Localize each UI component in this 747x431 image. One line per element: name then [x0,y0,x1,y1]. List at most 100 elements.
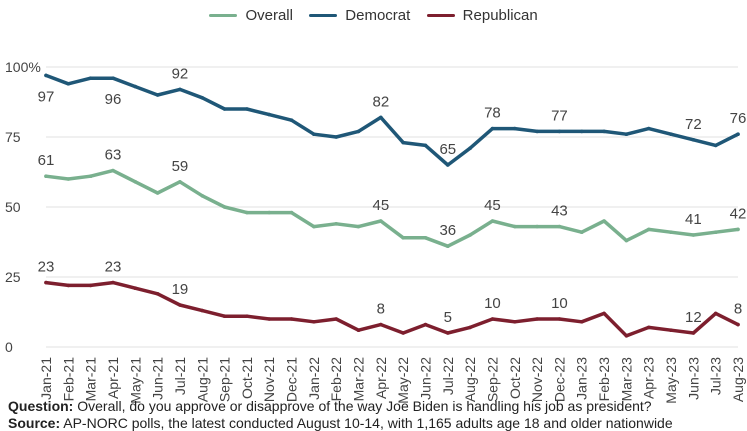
data-label-democrat: 96 [105,91,122,108]
data-point-overall [88,174,93,178]
legend-item-overall[interactable]: Overall [209,7,293,24]
data-point-democrat [267,112,272,117]
data-point-republican [713,311,718,316]
data-point-overall [178,180,182,184]
data-point-republican [423,322,428,327]
x-tick-label: Sep-22 [484,357,500,402]
x-tick-label: Jul-23 [708,357,724,395]
data-point-democrat [111,76,115,80]
source-note: Source: AP-NORC polls, the latest conduc… [8,415,673,431]
series-line-democrat[interactable] [44,73,740,167]
data-point-republican [356,328,361,333]
data-point-overall [468,233,472,237]
data-point-overall [691,233,696,237]
data-point-democrat [468,146,472,150]
x-tick-label: Feb-22 [328,357,344,402]
series-line-overall[interactable] [44,168,740,248]
data-label-overall: 43 [551,203,568,220]
data-point-overall [713,230,718,234]
data-label-democrat: 77 [551,107,568,124]
data-point-republican [557,317,562,321]
x-tick-label: Mar-22 [351,357,367,402]
x-tick-label: Jul-21 [172,357,188,395]
x-tick-label: Jun-21 [150,357,166,400]
data-point-republican [691,331,696,335]
data-point-republican [267,317,272,321]
data-point-overall [155,191,160,195]
data-point-republican [44,280,48,285]
data-point-republican [646,325,651,330]
x-tick-label: Jul-22 [440,357,456,395]
data-label-overall: 36 [439,222,456,239]
legend-item-democrat[interactable]: Democrat [309,7,410,24]
data-point-republican [490,317,495,321]
x-tick-label: Jun-23 [685,357,701,400]
x-tick-label: Oct-22 [507,357,523,399]
data-point-democrat [557,129,562,134]
data-point-republican [401,331,405,335]
data-label-republican: 10 [551,295,568,312]
data-label-overall: 61 [38,152,55,169]
data-point-democrat [245,107,249,111]
data-point-overall [736,227,740,232]
data-point-republican [624,334,629,338]
x-tick-label: Aug-23 [730,357,746,402]
data-point-democrat [512,126,517,131]
question-note: Question: Overall, do you approve or dis… [8,398,652,414]
data-label-democrat: 76 [730,110,747,127]
data-label-democrat: 97 [38,88,55,105]
legend-label-republican: Republican [462,6,538,24]
data-point-republican [88,283,93,288]
x-tick-label: May-22 [395,357,411,404]
question-text: Overall, do you approve or disapprove of… [73,398,652,414]
data-point-republican [669,328,673,333]
y-tick-label: 75 [5,129,21,145]
data-point-republican [312,320,316,324]
legend-label-overall: Overall [245,6,293,24]
data-label-republican: 8 [734,301,742,318]
data-point-overall [334,222,338,226]
data-label-republican: 23 [38,259,55,276]
data-point-overall [222,205,227,209]
source-label: Source: [8,415,61,431]
data-point-republican [379,322,383,327]
data-label-democrat: 82 [372,93,389,110]
legend-item-republican[interactable]: Republican [426,6,538,24]
data-point-overall [579,230,584,234]
data-point-overall [535,224,539,229]
data-point-overall [267,210,272,215]
data-point-republican [535,317,539,321]
data-point-republican [66,283,71,288]
data-label-republican: 8 [377,301,385,318]
y-axis-tick-labels: 0 25 50 75 100% [5,59,41,355]
data-point-republican [512,320,517,324]
data-point-overall [312,224,316,229]
x-tick-label: Apr-23 [641,357,657,399]
x-tick-label: May-21 [127,357,143,404]
data-point-overall [133,180,138,184]
data-point-democrat [490,126,495,131]
data-point-democrat [133,84,138,89]
data-point-democrat [602,129,606,134]
series-lines [44,73,740,338]
x-tick-label: Nov-22 [529,357,545,402]
data-label-overall: 59 [172,158,189,175]
x-tick-label: Nov-21 [261,357,277,402]
data-point-republican [602,311,606,316]
data-point-democrat [222,107,227,111]
data-point-overall [446,244,450,248]
data-point-democrat [44,73,48,78]
x-tick-label: Jan-21 [38,357,54,400]
data-label-overall: 63 [105,147,122,164]
data-label-republican: 12 [685,309,702,326]
data-label-democrat: 92 [172,65,189,82]
x-tick-label: Aug-22 [462,357,478,402]
y-tick-label: 0 [5,339,13,355]
data-point-democrat [379,115,383,120]
data-point-democrat [289,118,294,122]
data-point-republican [133,286,138,291]
data-point-democrat [66,82,71,86]
data-point-overall [669,230,673,234]
series-line-republican[interactable] [44,280,740,338]
